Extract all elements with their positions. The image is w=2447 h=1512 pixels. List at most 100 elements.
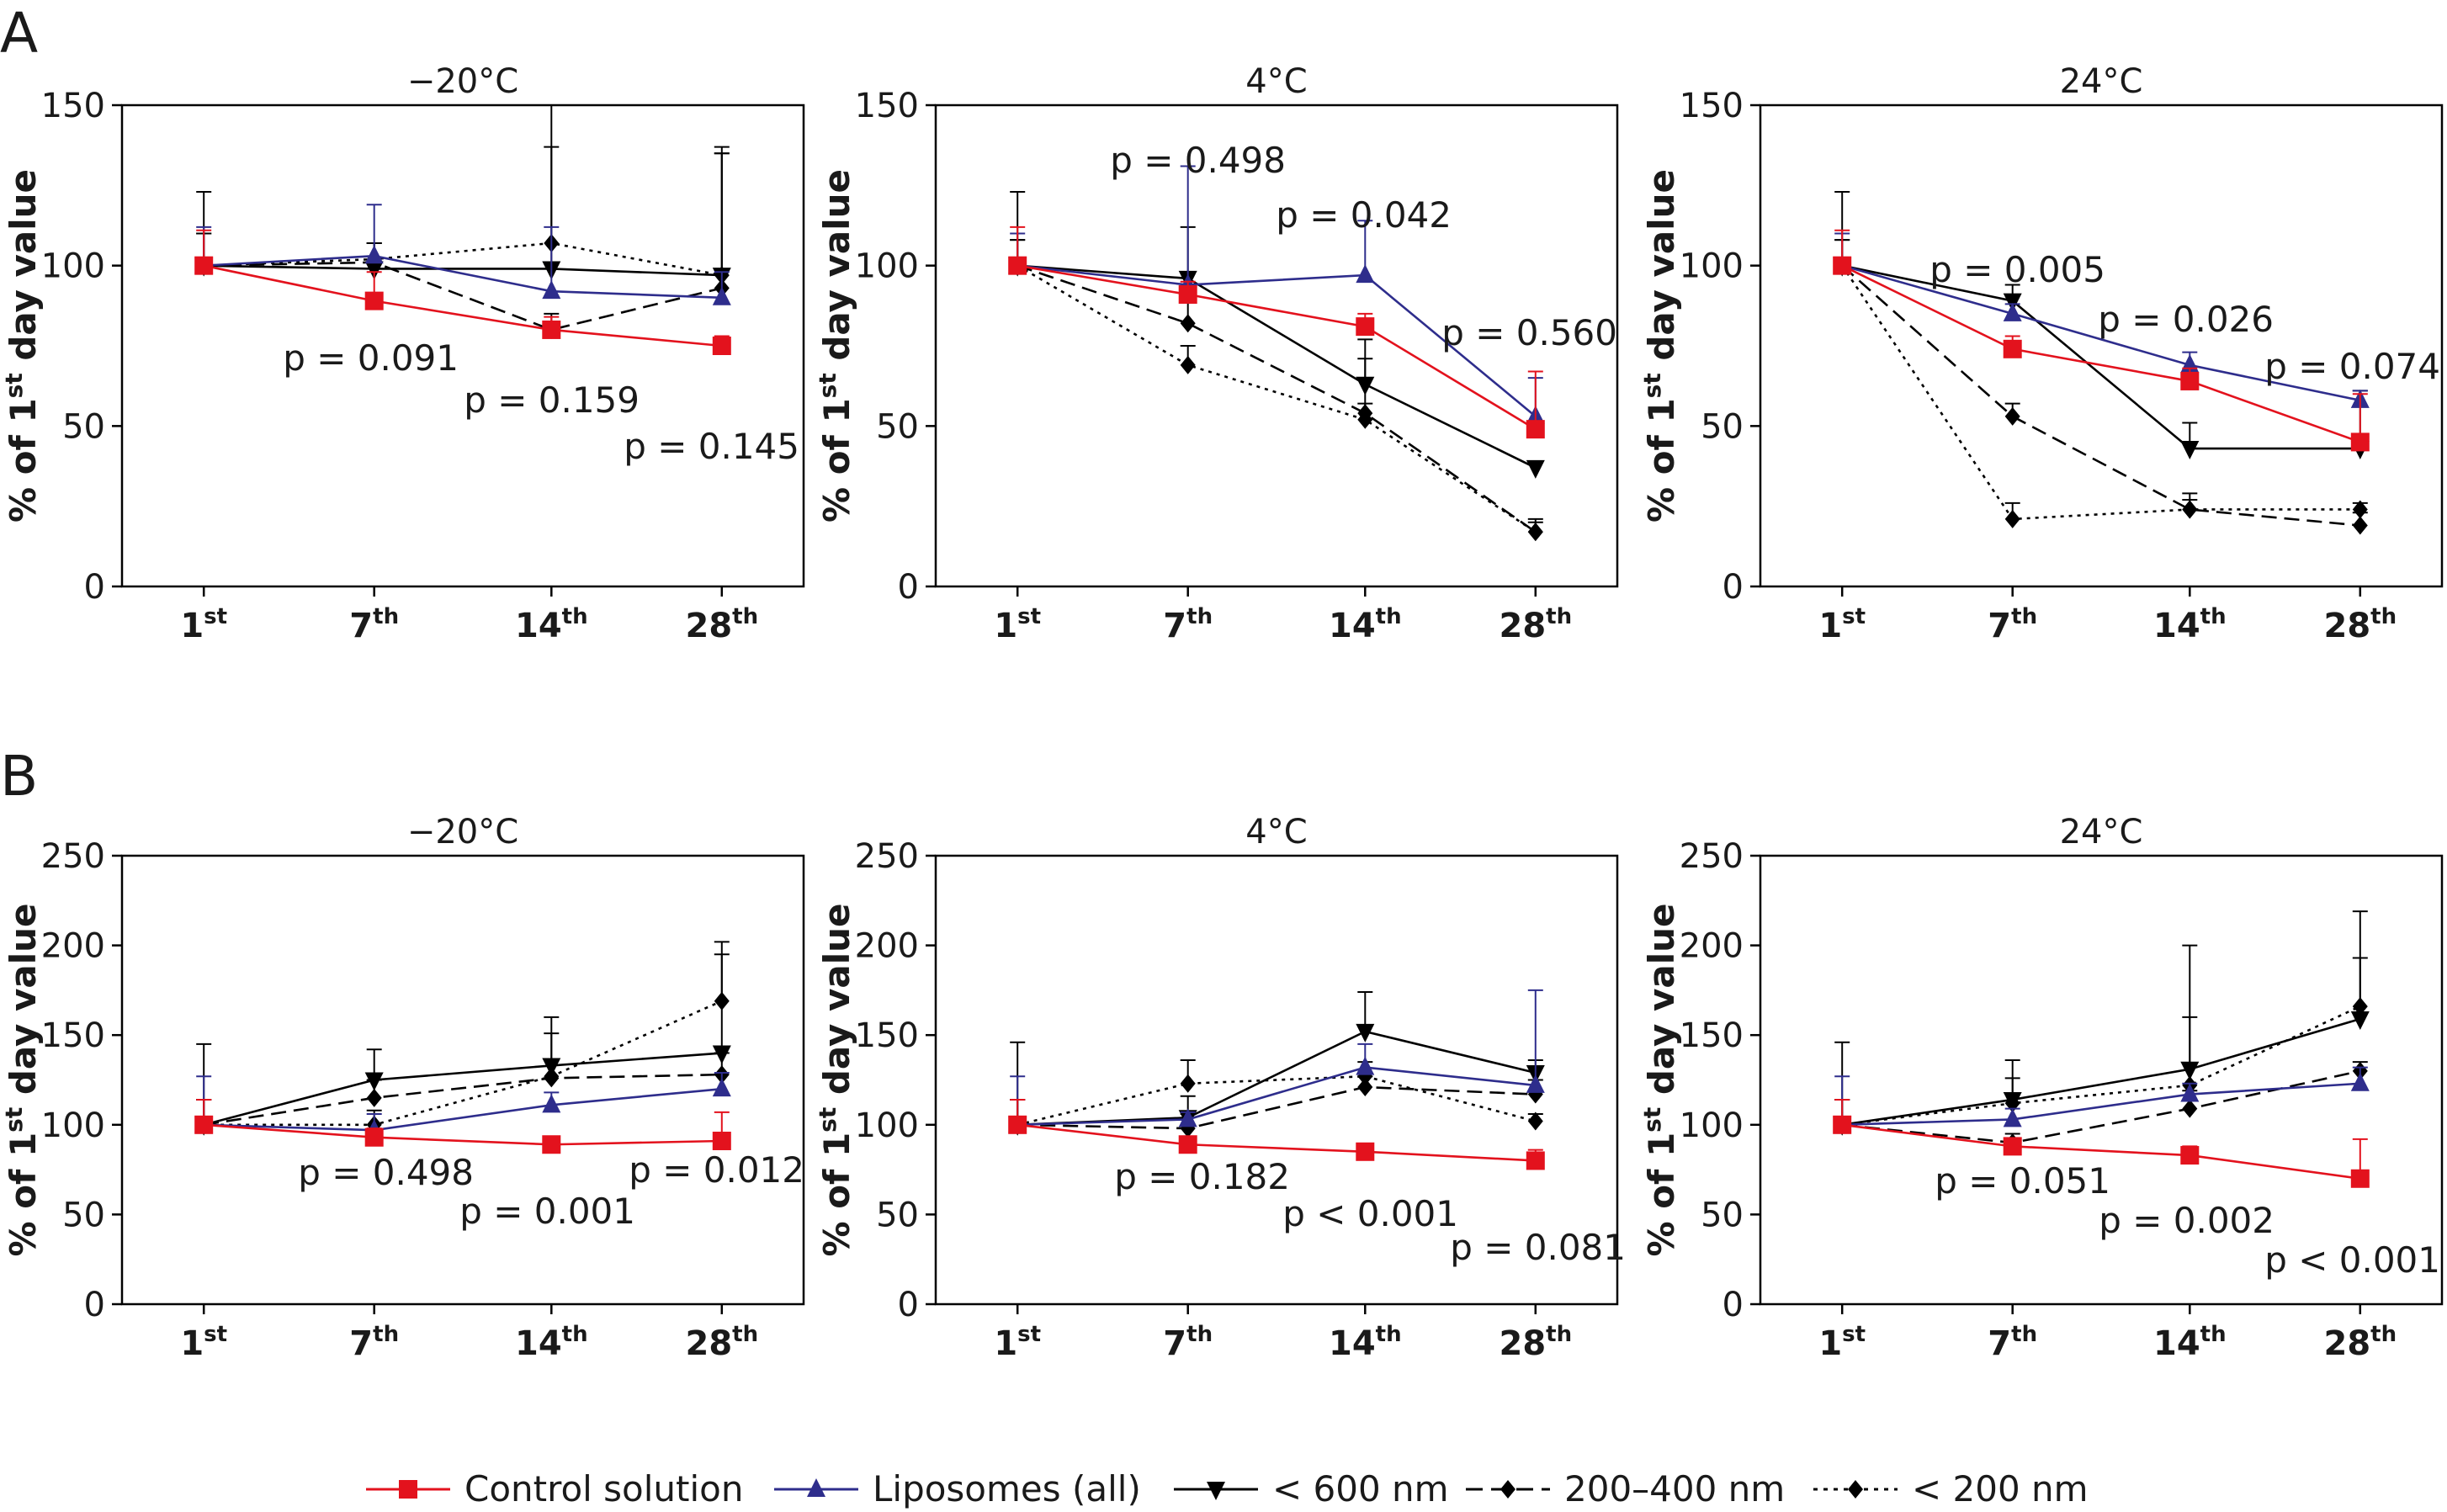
y-label-prefix: % of 1 <box>1641 1133 1682 1257</box>
series-liposomes <box>194 204 731 305</box>
legend-label: 200–400 nm <box>1564 1468 1785 1509</box>
y-tick-label: 100 <box>1680 1106 1744 1145</box>
data-point <box>1356 376 1375 395</box>
y-tick-label: 150 <box>1680 1016 1744 1055</box>
x-tick-num: 7 <box>1988 1324 2011 1363</box>
x-tick-num: 14 <box>515 1324 562 1363</box>
data-point <box>2003 1108 2022 1127</box>
x-tick-label: 28th <box>1499 604 1572 645</box>
x-tick-label: 1st <box>180 1322 227 1363</box>
plot-frame <box>1759 854 2444 1306</box>
series-control <box>194 229 731 355</box>
data-point <box>2350 1011 2370 1031</box>
legend-label: Control solution <box>464 1468 744 1509</box>
legend-item-control: Control solution <box>366 1468 744 1509</box>
x-tick-num: 28 <box>685 607 732 645</box>
y-tick-label: 250 <box>855 837 919 876</box>
y-tick-label: 50 <box>1701 407 1744 446</box>
y-label-sup: st <box>0 373 28 398</box>
data-point <box>364 245 384 264</box>
plot-frame <box>934 103 1619 588</box>
x-tick-num: 7 <box>349 1324 373 1363</box>
y-axis-label: % of 1st day value <box>1638 904 1682 1257</box>
y-axis-label: % of 1st day value <box>814 169 857 523</box>
data-point <box>2350 432 2370 452</box>
x-tick-label: 14th <box>1329 1322 1402 1363</box>
series-control <box>1833 229 2370 452</box>
y-label-suffix: day value <box>1641 169 1682 373</box>
x-tick-num: 1 <box>180 607 204 645</box>
y-tick-label: 250 <box>41 837 105 876</box>
chart-title: 24°C <box>2060 813 2143 851</box>
series-line <box>204 264 722 277</box>
x-tick-num: 14 <box>1329 607 1376 645</box>
y-label-sup: st <box>814 1107 841 1133</box>
series-line <box>1842 1082 2360 1127</box>
panel-letter: B <box>0 744 38 809</box>
series-r200-400 <box>196 1052 730 1134</box>
series-line <box>1841 264 2360 521</box>
x-tick-num: 7 <box>349 607 373 645</box>
data-point <box>2180 1146 2200 1165</box>
series-r200-400 <box>1010 1075 1543 1138</box>
y-tick-label: 100 <box>855 247 919 286</box>
y-tick-label: 200 <box>855 927 919 966</box>
y-tick-label: 150 <box>855 87 919 125</box>
x-tick-sup: th <box>1186 1322 1213 1347</box>
plot-frame <box>120 854 805 1306</box>
data-point <box>1833 256 1852 275</box>
series-line <box>1842 1005 2361 1127</box>
data-point <box>2182 500 2198 519</box>
p-value-annotation: p = 0.091 <box>283 337 459 379</box>
data-point <box>1008 256 1027 275</box>
x-tick-num: 28 <box>2323 1324 2370 1363</box>
x-tick-num: 28 <box>1499 1324 1546 1363</box>
y-tick-label: 50 <box>876 407 919 446</box>
series-line <box>1841 264 2361 402</box>
data-point <box>2182 1099 2198 1118</box>
data-point <box>366 1088 382 1107</box>
y-tick-label: 0 <box>84 568 105 607</box>
legend-marker <box>1207 1482 1225 1500</box>
series-line <box>1017 1066 1536 1127</box>
series-line <box>1016 1074 1537 1127</box>
data-point <box>1178 284 1197 304</box>
series-lt200 <box>1010 239 1543 542</box>
y-axis-label: % of 1st day value <box>0 904 44 1257</box>
y-label-sup: st <box>0 1107 28 1133</box>
data-point <box>364 1127 384 1147</box>
x-tick-sup: th <box>1376 604 1402 629</box>
series-control <box>1008 1098 1545 1170</box>
data-point <box>542 320 561 339</box>
data-point <box>1356 1142 1375 1161</box>
p-value-annotation: p = 0.026 <box>2098 299 2274 340</box>
data-point <box>1180 1074 1196 1093</box>
data-point <box>542 280 561 300</box>
series-line <box>1017 1085 1536 1130</box>
x-tick-sup: th <box>1186 604 1213 629</box>
x-tick-label: 28th <box>2323 1322 2397 1363</box>
series-line <box>1017 1123 1536 1162</box>
p-value-annotation: p < 0.001 <box>1282 1193 1458 1234</box>
x-tick-sup: st <box>1842 604 1866 629</box>
legend-marker <box>1500 1480 1515 1499</box>
x-tick-label: 14th <box>515 604 588 645</box>
x-tick-sup: th <box>2370 1322 2397 1347</box>
x-tick-num: 28 <box>685 1324 732 1363</box>
x-tick-label: 1st <box>994 604 1041 645</box>
series-line <box>1842 1123 2360 1180</box>
y-tick-label: 200 <box>41 927 105 966</box>
data-point <box>364 291 384 310</box>
p-value-annotation: p = 0.498 <box>1110 140 1286 181</box>
chart-title: 4°C <box>1245 62 1307 101</box>
y-tick-label: 150 <box>855 1016 919 1055</box>
series-lt600 <box>194 104 731 287</box>
x-tick-num: 1 <box>994 607 1017 645</box>
x-tick-num: 7 <box>1163 607 1186 645</box>
series-line <box>203 1073 722 1127</box>
data-point <box>2003 339 2022 358</box>
x-tick-label: 14th <box>2153 1322 2227 1363</box>
x-tick-sup: st <box>1017 604 1041 629</box>
